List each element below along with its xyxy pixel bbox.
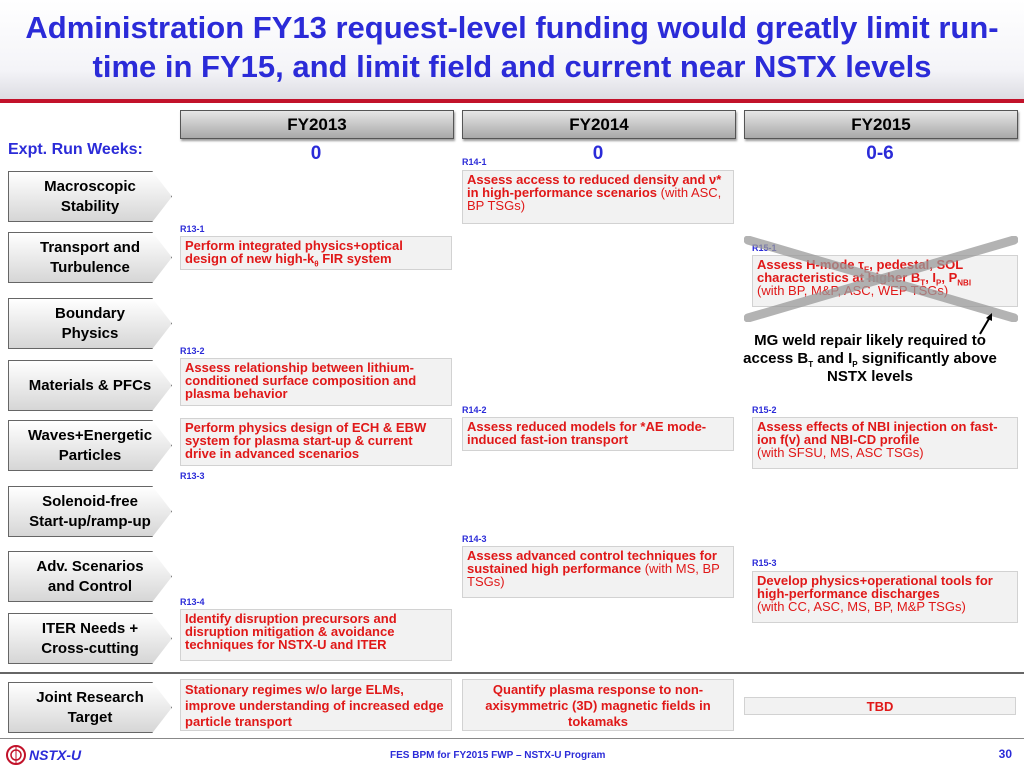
topic-transport-turbulence: Transport and Turbulence	[8, 232, 172, 283]
note-text: and I	[813, 350, 853, 367]
topic-line: Physics	[61, 324, 119, 342]
topic-line: Waves+Energetic	[27, 426, 153, 444]
milestone-code: R15-2	[752, 405, 777, 415]
topic-waves-energetic-particles: Waves+Energetic Particles	[8, 420, 172, 471]
joint-research-fy2015: TBD	[744, 697, 1016, 715]
topic-line: Stability	[60, 197, 120, 215]
topic-line: Materials & PFCs	[28, 376, 152, 394]
milestone-text: Perform physics design of ECH & EBW syst…	[185, 420, 427, 461]
topic-joint-research-target: Joint Research Target	[8, 682, 172, 733]
milestone-r14-1: Assess access to reduced density and ν* …	[462, 170, 734, 224]
milestone-r13-4: Identify disruption precursors and disru…	[180, 609, 452, 661]
topic-materials-pfcs: Materials & PFCs	[8, 360, 172, 411]
milestone-text: FIR system	[318, 251, 392, 266]
weld-repair-note: MG weld repair likely required to access…	[736, 332, 1004, 386]
milestone-text: Assess relationship between lithium-cond…	[185, 360, 417, 401]
topic-line: and Control	[47, 577, 133, 595]
milestone-text: Assess reduced models for *AE mode-induc…	[467, 419, 707, 447]
note-subscript: T	[808, 360, 814, 369]
milestone-r13-1: Perform integrated physics+optical desig…	[180, 236, 452, 270]
milestone-subscript: θ	[314, 259, 319, 269]
topic-line: ITER Needs +	[41, 619, 139, 637]
joint-research-fy2014: Quantify plasma response to non-axisymme…	[462, 679, 734, 731]
milestone-r14-2: Assess reduced models for *AE mode-induc…	[462, 417, 734, 451]
year-header-fy2015: FY2015	[744, 110, 1018, 139]
milestone-code: R13-3	[180, 471, 205, 481]
run-weeks-fy2015: 0-6	[866, 143, 894, 164]
topic-line: Start-up/ramp-up	[29, 512, 151, 530]
milestone-text: , I	[925, 270, 937, 285]
footer-center-text: FES BPM for FY2015 FWP – NSTX-U Program	[390, 750, 606, 761]
nstx-logo-icon	[6, 745, 26, 765]
topic-macroscopic-stability: Macroscopic Stability	[8, 171, 172, 222]
milestone-code: R15-3	[752, 558, 777, 568]
topic-line: Boundary	[54, 304, 125, 322]
page-number: 30	[998, 747, 1012, 761]
milestone-code: R14-3	[462, 534, 487, 544]
milestone-note: (with MS, BP TSGs)	[467, 561, 720, 589]
nstx-logo-text: NSTX-U	[29, 747, 82, 763]
milestone-subscript: NBI	[957, 278, 972, 288]
note-arrow-icon	[979, 313, 992, 335]
note-subscript: P	[852, 360, 858, 369]
topic-line: Adv. Scenarios	[36, 557, 144, 575]
milestone-text: Assess advanced control techniques for s…	[467, 548, 717, 576]
note-text: significantly above NSTX levels	[827, 350, 997, 385]
run-weeks-fy2014: 0	[592, 143, 604, 164]
run-weeks-fy2013: 0	[310, 143, 322, 164]
year-header-fy2014: FY2014	[462, 110, 736, 139]
cross-out-mark	[744, 236, 1018, 322]
topic-line: Cross-cutting	[41, 639, 139, 657]
title-band	[0, 0, 1024, 100]
topic-line: Macroscopic	[44, 177, 136, 195]
joint-research-divider	[0, 672, 1024, 674]
milestone-r15-3: Develop physics+operational tools for hi…	[752, 571, 1018, 623]
joint-text: TBD	[866, 699, 894, 714]
year-header-fy2013: FY2013	[180, 110, 454, 139]
milestone-text: Identify disruption precursors and disru…	[185, 611, 397, 652]
topic-line: Solenoid-free	[42, 492, 138, 510]
milestone-r14-3: Assess advanced control techniques for s…	[462, 546, 734, 598]
topic-line: Joint Research	[36, 688, 144, 706]
nstx-logo: NSTX-U	[6, 745, 81, 765]
joint-text: Quantify plasma response to non-axisymme…	[485, 682, 711, 729]
topic-iter-needs: ITER Needs + Cross-cutting	[8, 613, 172, 664]
milestone-r15-2: Assess effects of NBI injection on fast-…	[752, 417, 1018, 469]
topic-boundary-physics: Boundary Physics	[8, 298, 172, 349]
milestone-text: , P	[941, 270, 958, 285]
milestone-note: (with SFSU, MS, ASC TSGs)	[757, 445, 924, 460]
run-weeks-label: Expt. Run Weeks:	[8, 141, 143, 158]
topic-line: Turbulence	[50, 258, 130, 276]
milestone-note: (with CC, ASC, MS, BP, M&P TSGs)	[757, 599, 966, 614]
milestone-code: R13-1	[180, 224, 205, 234]
milestone-r13-2: Assess relationship between lithium-cond…	[180, 358, 452, 406]
topic-line: Particles	[58, 446, 122, 464]
milestone-code: R14-2	[462, 405, 487, 415]
joint-text: Stationary regimes w/o large ELMs, impro…	[185, 682, 444, 729]
topic-solenoid-free: Solenoid-free Start-up/ramp-up	[8, 486, 172, 537]
milestone-note: (with ASC, BP TSGs)	[467, 185, 722, 213]
milestone-code: R14-1	[462, 157, 487, 167]
milestone-text: Develop physics+operational tools for hi…	[757, 573, 993, 601]
topic-line: Target	[67, 708, 113, 726]
note-text: MG weld repair likely required to access…	[743, 332, 986, 367]
milestone-text: Assess access to reduced density and ν* …	[467, 172, 722, 200]
milestone-r13-2-waves: Perform physics design of ECH & EBW syst…	[180, 418, 452, 466]
milestone-text: Perform integrated physics+optical desig…	[185, 238, 403, 266]
topic-adv-scenarios: Adv. Scenarios and Control	[8, 551, 172, 602]
cross-out-line	[744, 236, 1018, 322]
title-rule	[0, 99, 1024, 103]
milestone-code: R13-4	[180, 597, 205, 607]
topic-line: Transport and	[39, 238, 140, 256]
page-title: Administration FY13 request-level fundin…	[25, 10, 999, 84]
footer	[0, 738, 1024, 769]
milestone-code: R13-2	[180, 346, 205, 356]
milestone-text: Assess effects of NBI injection on fast-…	[757, 419, 998, 447]
joint-research-fy2013: Stationary regimes w/o large ELMs, impro…	[180, 679, 452, 731]
